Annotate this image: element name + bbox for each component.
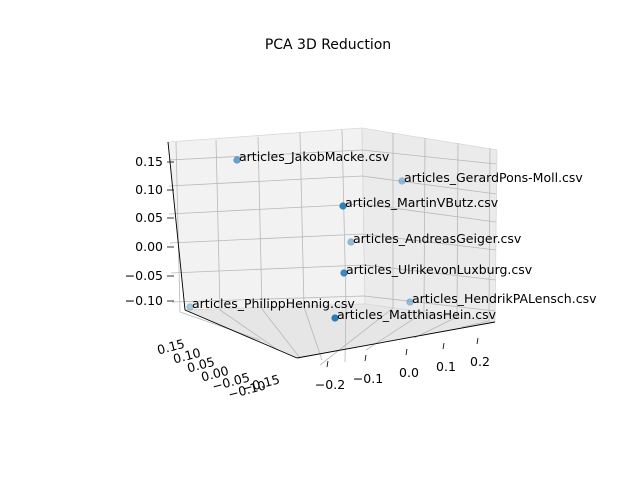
scatter-points: articles_JakobMacke.csv articles_GerardPo… (186, 149, 597, 322)
grid-line-x (456, 142, 459, 318)
grid-line-z (168, 149, 497, 165)
grid-line-y-floor (303, 306, 323, 361)
grid-line-x (423, 137, 426, 313)
grid-line-x (488, 147, 491, 322)
grid-line-z (169, 233, 497, 251)
y-tick-label: 0.15 (155, 336, 186, 358)
z-tick-label: −0.10 (125, 293, 163, 308)
grid-line-z (171, 295, 496, 312)
axis-lines (167, 141, 496, 368)
scatter-point (339, 202, 347, 210)
grid-line-z (168, 203, 497, 223)
x-axis-line (296, 321, 496, 359)
point-label: articles_AndreasGeiger.csv (353, 231, 522, 246)
scatter-point (186, 303, 194, 311)
x-tick-label: −0.2 (315, 377, 345, 392)
z-axis-line (167, 141, 186, 311)
grid-line-y (299, 132, 305, 308)
point-label: articles_JakobMacke.csv (239, 149, 390, 164)
grid-line-x-floor (413, 316, 458, 339)
point-label: articles_PhilippHennig.csv (192, 296, 355, 311)
point-label: articles_MatthiasHein.csv (337, 307, 497, 322)
z-tick-label: 0.10 (135, 182, 163, 197)
z-tick-label: 0.00 (135, 239, 163, 254)
scatter-point (406, 298, 414, 306)
grid-line-y-floor (344, 304, 347, 363)
x-tick-label: 0.0 (399, 365, 419, 380)
y-axis-line (184, 309, 298, 359)
scatter-point (340, 269, 348, 277)
z-tick-label: 0.15 (135, 154, 163, 169)
grid-line-y (257, 136, 263, 310)
grid-line-y-floor (179, 311, 261, 341)
scatter-point (347, 238, 355, 246)
grid-line-x-floor (319, 307, 394, 366)
axes-panes (167, 127, 498, 359)
scatter-point (398, 177, 406, 185)
point-label: articles_HendrikPALensch.csv (412, 291, 597, 306)
grid-line-y-floor (261, 308, 301, 359)
x-tick-label: −0.1 (353, 371, 383, 386)
x-tick-mark (442, 342, 445, 350)
y-tick-label: 0.10 (171, 345, 202, 367)
y-tick-label: 0.00 (199, 363, 230, 385)
grid-line-y (215, 139, 221, 311)
x-tick-mark (326, 360, 329, 368)
grid-line-y-floor (219, 309, 279, 351)
grid-line-z (170, 264, 497, 281)
point-label: articles_UlrikevonLuxburg.csv (346, 262, 533, 277)
grid-line-y (175, 141, 181, 313)
z-tick-label: −0.05 (125, 268, 163, 283)
z-tick-label: 0.05 (135, 210, 163, 225)
x-tick-mark (364, 354, 367, 362)
point-label: articles_GerardPons-Moll.csv (404, 170, 583, 185)
x-tick-label: 0.1 (436, 359, 456, 374)
point-label: articles_MartinVButz.csv (345, 195, 499, 210)
x-tick-mark (476, 337, 479, 345)
y-tick-label: 0.05 (185, 354, 216, 376)
x-tick-label: 0.2 (470, 354, 490, 369)
grid-line-x-floor (461, 320, 490, 328)
x-tick-mark (405, 348, 408, 356)
scatter-point (233, 156, 241, 164)
tick-labels: 0.150.100.050.00−0.05−0.100.150.100.050.… (125, 154, 490, 402)
scatter-point (331, 314, 339, 322)
chart-title: PCA 3D Reduction (265, 37, 391, 53)
grid-line-z (168, 175, 497, 195)
